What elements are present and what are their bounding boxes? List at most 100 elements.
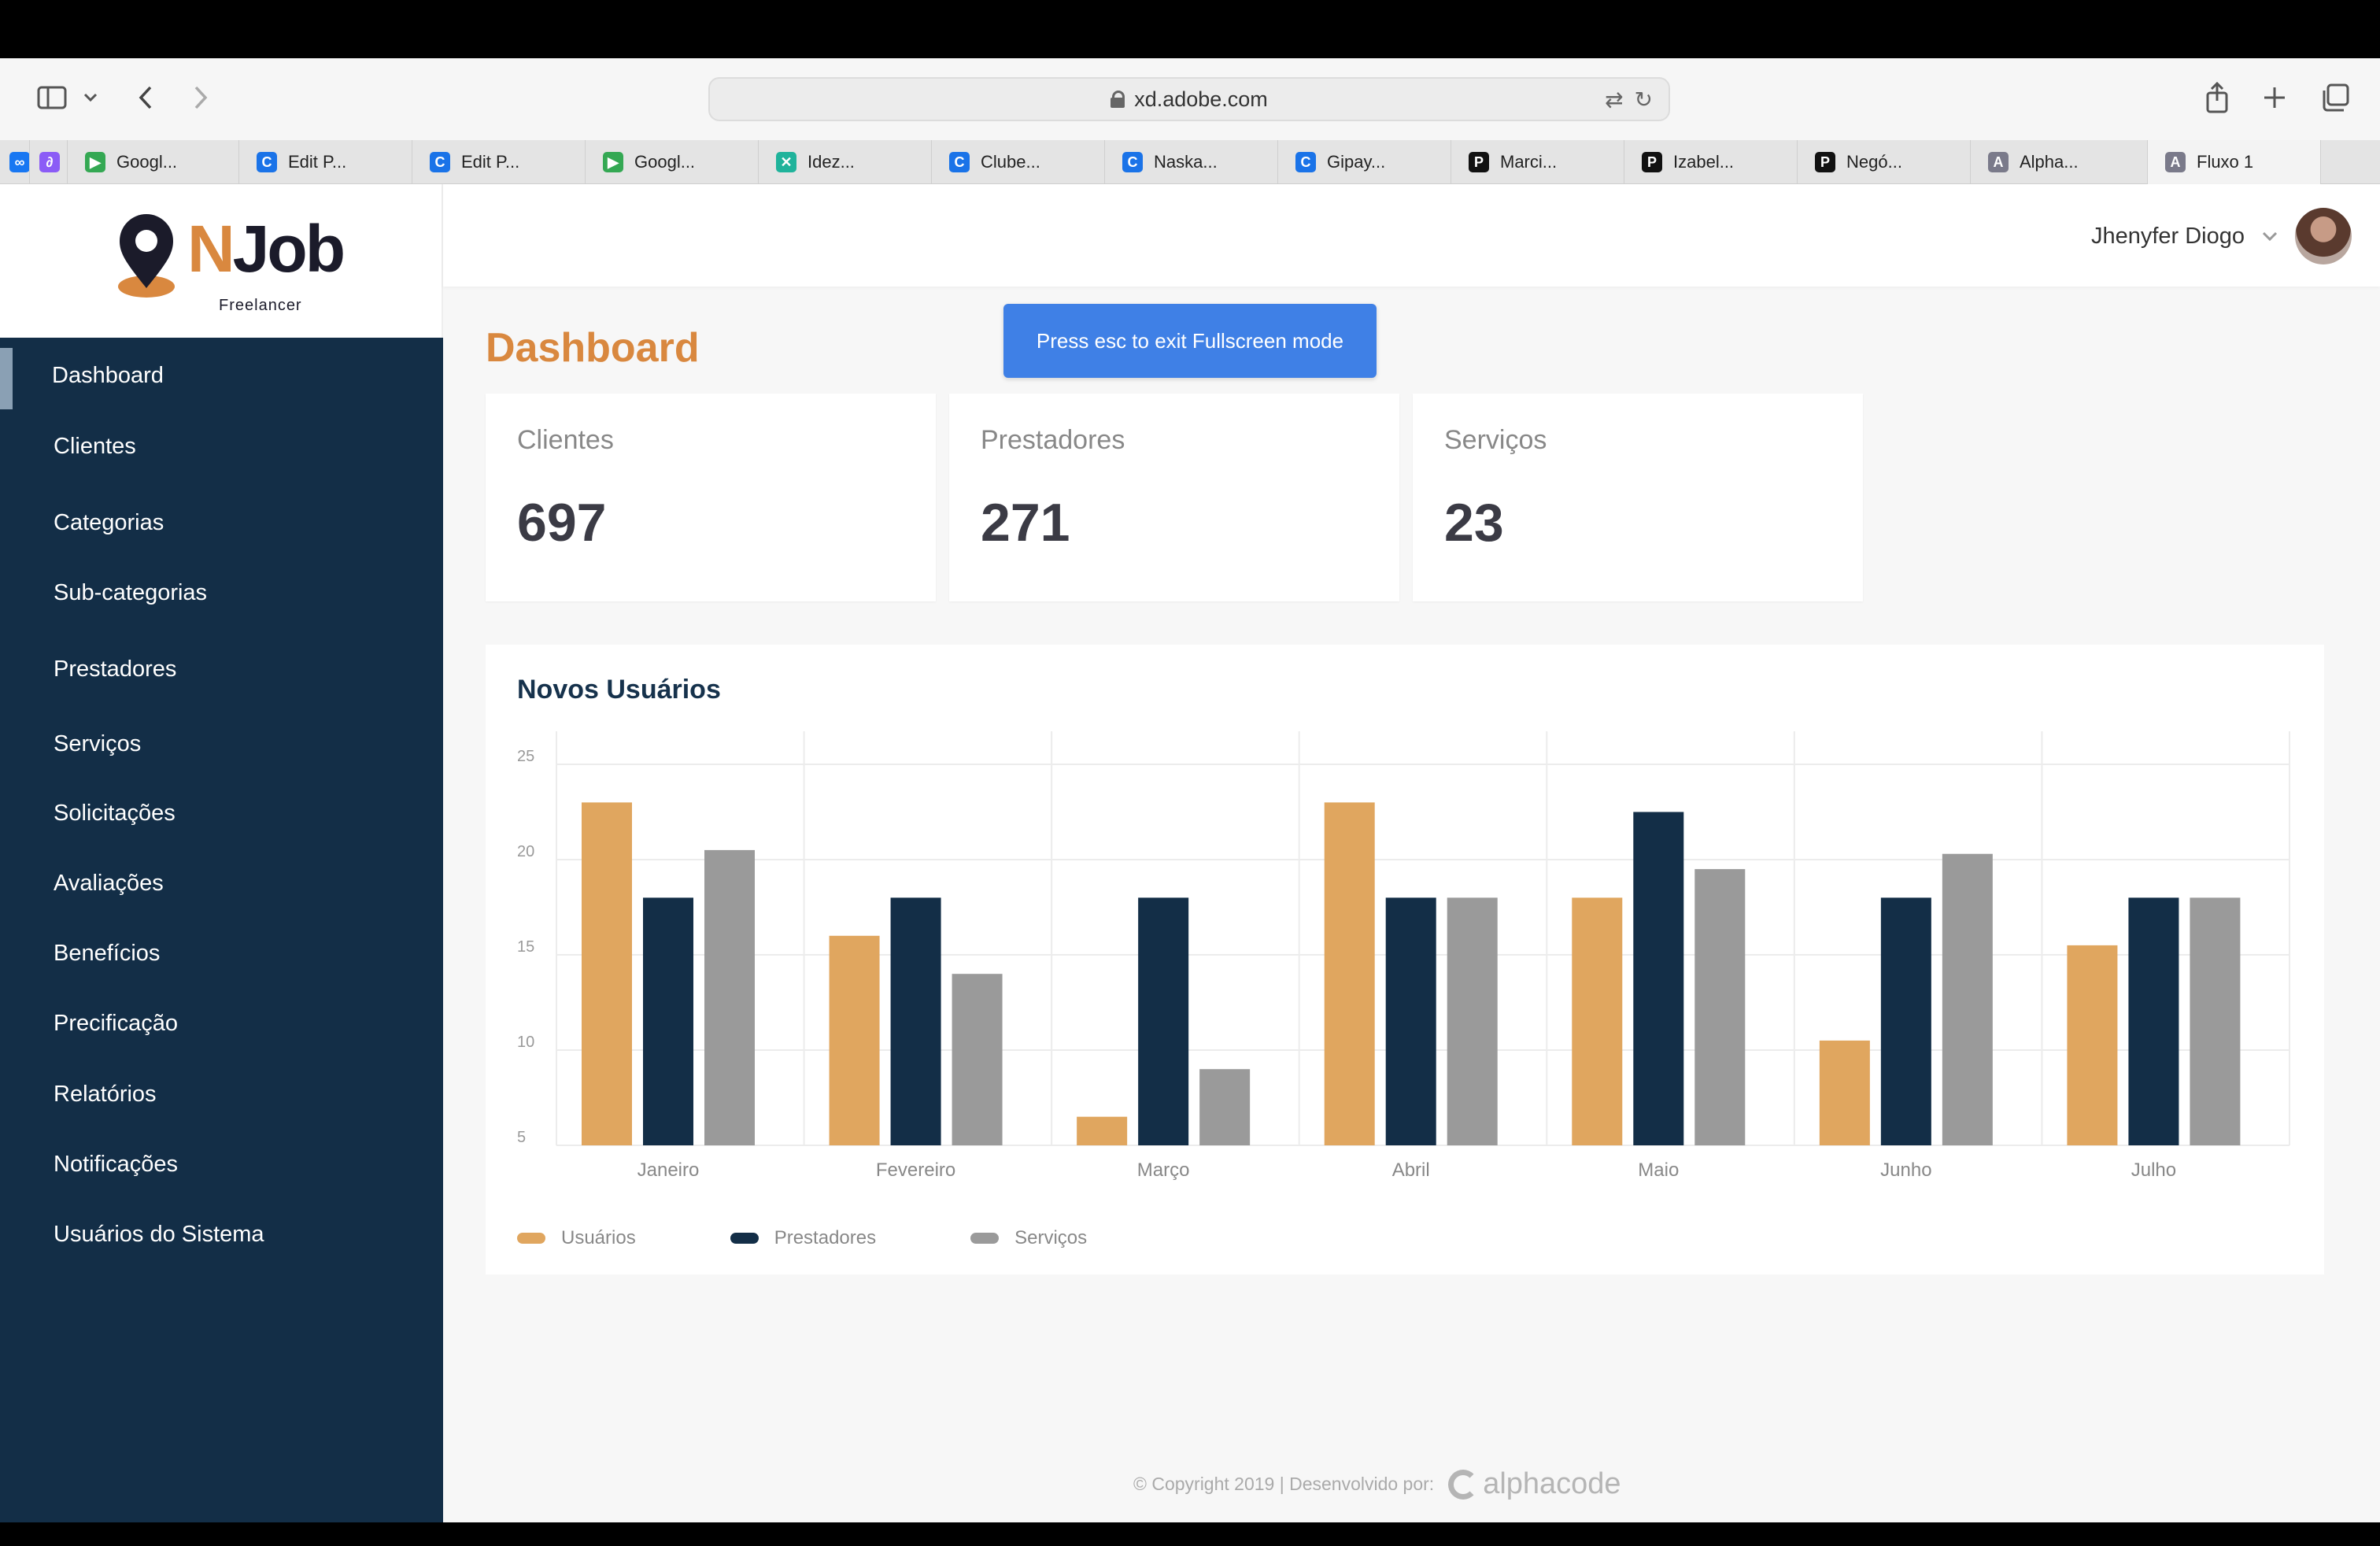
app-root: NJob Freelancer Dashboard Clientes Categor… bbox=[0, 184, 2380, 1522]
sidebar-item-sub-categorias[interactable]: Sub-categorias bbox=[0, 565, 443, 620]
sidebar-item-relatorios[interactable]: Relatórios bbox=[0, 1067, 443, 1122]
edit-icon: C bbox=[257, 152, 277, 172]
sidebar-item-label: Dashboard bbox=[52, 362, 164, 388]
chevron-down-icon[interactable] bbox=[2262, 231, 2278, 242]
sidebar-item-label: Clientes bbox=[54, 433, 136, 459]
bar-usuarios bbox=[2067, 945, 2118, 1145]
new-tab-icon[interactable] bbox=[2257, 76, 2292, 120]
bar-servicos bbox=[1447, 897, 1498, 1145]
edit-icon: C bbox=[1295, 152, 1316, 172]
logo[interactable]: NJob Freelancer bbox=[0, 184, 443, 338]
bar-prestadores bbox=[1385, 897, 1436, 1145]
bar-servicos bbox=[952, 974, 1003, 1145]
sidebar-item-prestadores[interactable]: Prestadores bbox=[0, 642, 443, 697]
stat-label: Prestadores bbox=[981, 425, 1125, 455]
share-icon[interactable] bbox=[2200, 76, 2234, 120]
link-icon: ∂ bbox=[39, 152, 60, 172]
p-icon: P bbox=[1642, 152, 1662, 172]
browser-toolbar: xd.adobe.com ⇄ ↻ bbox=[0, 58, 2380, 140]
browser-window: xd.adobe.com ⇄ ↻ ∞ ∂ ▶ Googl... C Edit P... C E… bbox=[0, 58, 2380, 1522]
y-tick-label: 10 bbox=[517, 1034, 534, 1051]
browser-tab[interactable]: ∂ bbox=[30, 140, 68, 184]
sidebar-item-servicos[interactable]: Serviços bbox=[0, 716, 443, 771]
logo-image bbox=[118, 214, 175, 298]
browser-tab[interactable]: C Naska... bbox=[1105, 140, 1278, 184]
legend-item[interactable]: Serviços bbox=[970, 1227, 1087, 1249]
chart-legend: Usuários Prestadores Serviços bbox=[517, 1227, 1087, 1249]
sidebar-item-solicitacoes[interactable]: Solicitações bbox=[0, 786, 443, 841]
tab-label: Edit P... bbox=[288, 152, 347, 172]
sidebar-item-avaliacoes[interactable]: Avaliações bbox=[0, 856, 443, 911]
address-text: xd.adobe.com bbox=[1134, 87, 1268, 111]
sidebar-item-label: Benefícios bbox=[54, 940, 161, 966]
browser-tab[interactable]: C Gipay... bbox=[1278, 140, 1451, 184]
browser-tab[interactable]: ∞ bbox=[0, 140, 30, 184]
tab-overview-icon[interactable] bbox=[2318, 76, 2352, 120]
tab-label: Negó... bbox=[1846, 152, 1902, 172]
sidebar-item-usuarios-do-sistema[interactable]: Usuários do Sistema bbox=[0, 1207, 443, 1262]
browser-tab[interactable]: A Fluxo 1 bbox=[2148, 140, 2321, 184]
back-icon[interactable] bbox=[130, 76, 161, 120]
edit-icon: C bbox=[430, 152, 450, 172]
bar-prestadores bbox=[643, 897, 693, 1145]
forward-icon[interactable] bbox=[185, 76, 216, 120]
bar-usuarios bbox=[582, 802, 632, 1145]
legend-label: Usuários bbox=[561, 1227, 636, 1248]
sidebar-item-label: Notificações bbox=[54, 1151, 178, 1177]
sidebar-toggle-icon[interactable] bbox=[28, 76, 76, 120]
user-menu[interactable]: Jhenyfer Diogo bbox=[2091, 208, 2352, 264]
tab-label: Gipay... bbox=[1327, 152, 1386, 172]
browser-tab[interactable]: P Izabel... bbox=[1624, 140, 1798, 184]
browser-tab[interactable]: C Edit P... bbox=[239, 140, 412, 184]
browser-tab[interactable]: C Clube... bbox=[932, 140, 1105, 184]
sidebar-item-categorias[interactable]: Categorias bbox=[0, 495, 443, 550]
google-meet-icon: ▶ bbox=[603, 152, 623, 172]
bar-prestadores bbox=[1138, 897, 1189, 1145]
browser-tab[interactable]: C Edit P... bbox=[412, 140, 586, 184]
logo-job: Job bbox=[232, 212, 346, 286]
a-icon: A bbox=[2165, 152, 2186, 172]
legend-item[interactable]: Usuários bbox=[517, 1227, 636, 1249]
sidebar-item-label: Sub-categorias bbox=[54, 579, 208, 605]
sidebar-item-label: Solicitações bbox=[54, 800, 176, 826]
x-tick-label: Maio bbox=[1638, 1160, 1679, 1181]
x-tick-label: Fevereiro bbox=[876, 1160, 955, 1181]
sidebar-item-precificacao[interactable]: Precificação bbox=[0, 996, 443, 1051]
sidebar: NJob Freelancer Dashboard Clientes Categor… bbox=[0, 184, 443, 1522]
reload-icon[interactable]: ↻ bbox=[1634, 87, 1653, 112]
sidebar-item-notificacoes[interactable]: Notificações bbox=[0, 1137, 443, 1192]
avatar[interactable] bbox=[2295, 208, 2352, 264]
sidebar-item-dashboard[interactable]: Dashboard bbox=[0, 348, 443, 409]
chevron-down-icon[interactable] bbox=[79, 76, 102, 120]
logo-subtitle: Freelancer bbox=[219, 297, 302, 314]
sidebar-item-label: Relatórios bbox=[54, 1081, 157, 1107]
tab-label: Idez... bbox=[808, 152, 855, 172]
browser-tab[interactable]: ▶ Googl... bbox=[68, 140, 239, 184]
x-icon: ✕ bbox=[776, 152, 796, 172]
stat-card-clientes: Clientes 697 bbox=[486, 394, 936, 601]
browser-tab[interactable]: P Marci... bbox=[1451, 140, 1624, 184]
x-tick-label: Julho bbox=[2131, 1160, 2176, 1181]
lock-icon bbox=[1111, 91, 1125, 108]
p-icon: P bbox=[1815, 152, 1835, 172]
meta-icon: ∞ bbox=[9, 152, 29, 172]
top-bar: Jhenyfer Diogo bbox=[443, 184, 2380, 287]
sidebar-item-beneficios[interactable]: Benefícios bbox=[0, 926, 443, 981]
browser-tab[interactable]: P Negó... bbox=[1798, 140, 1971, 184]
browser-tab[interactable]: ▶ Googl... bbox=[586, 140, 759, 184]
address-bar[interactable]: xd.adobe.com ⇄ ↻ bbox=[708, 77, 1670, 121]
legend-item[interactable]: Prestadores bbox=[730, 1227, 876, 1249]
sidebar-item-clientes[interactable]: Clientes bbox=[0, 419, 443, 474]
browser-tab[interactable]: ✕ Idez... bbox=[759, 140, 932, 184]
tab-label: Alpha... bbox=[2020, 152, 2079, 172]
browser-tab[interactable]: A Alpha... bbox=[1971, 140, 2148, 184]
alphacode-mark-icon bbox=[1448, 1469, 1479, 1500]
sidebar-item-label: Precificação bbox=[54, 1010, 178, 1036]
y-tick-label: 20 bbox=[517, 843, 534, 860]
y-tick-label: 15 bbox=[517, 938, 534, 956]
x-tick-label: Março bbox=[1137, 1160, 1190, 1181]
tab-label: Marci... bbox=[1500, 152, 1558, 172]
translate-icon[interactable]: ⇄ bbox=[1605, 87, 1624, 112]
legend-swatch bbox=[517, 1233, 545, 1244]
bar-usuarios bbox=[1324, 802, 1375, 1145]
